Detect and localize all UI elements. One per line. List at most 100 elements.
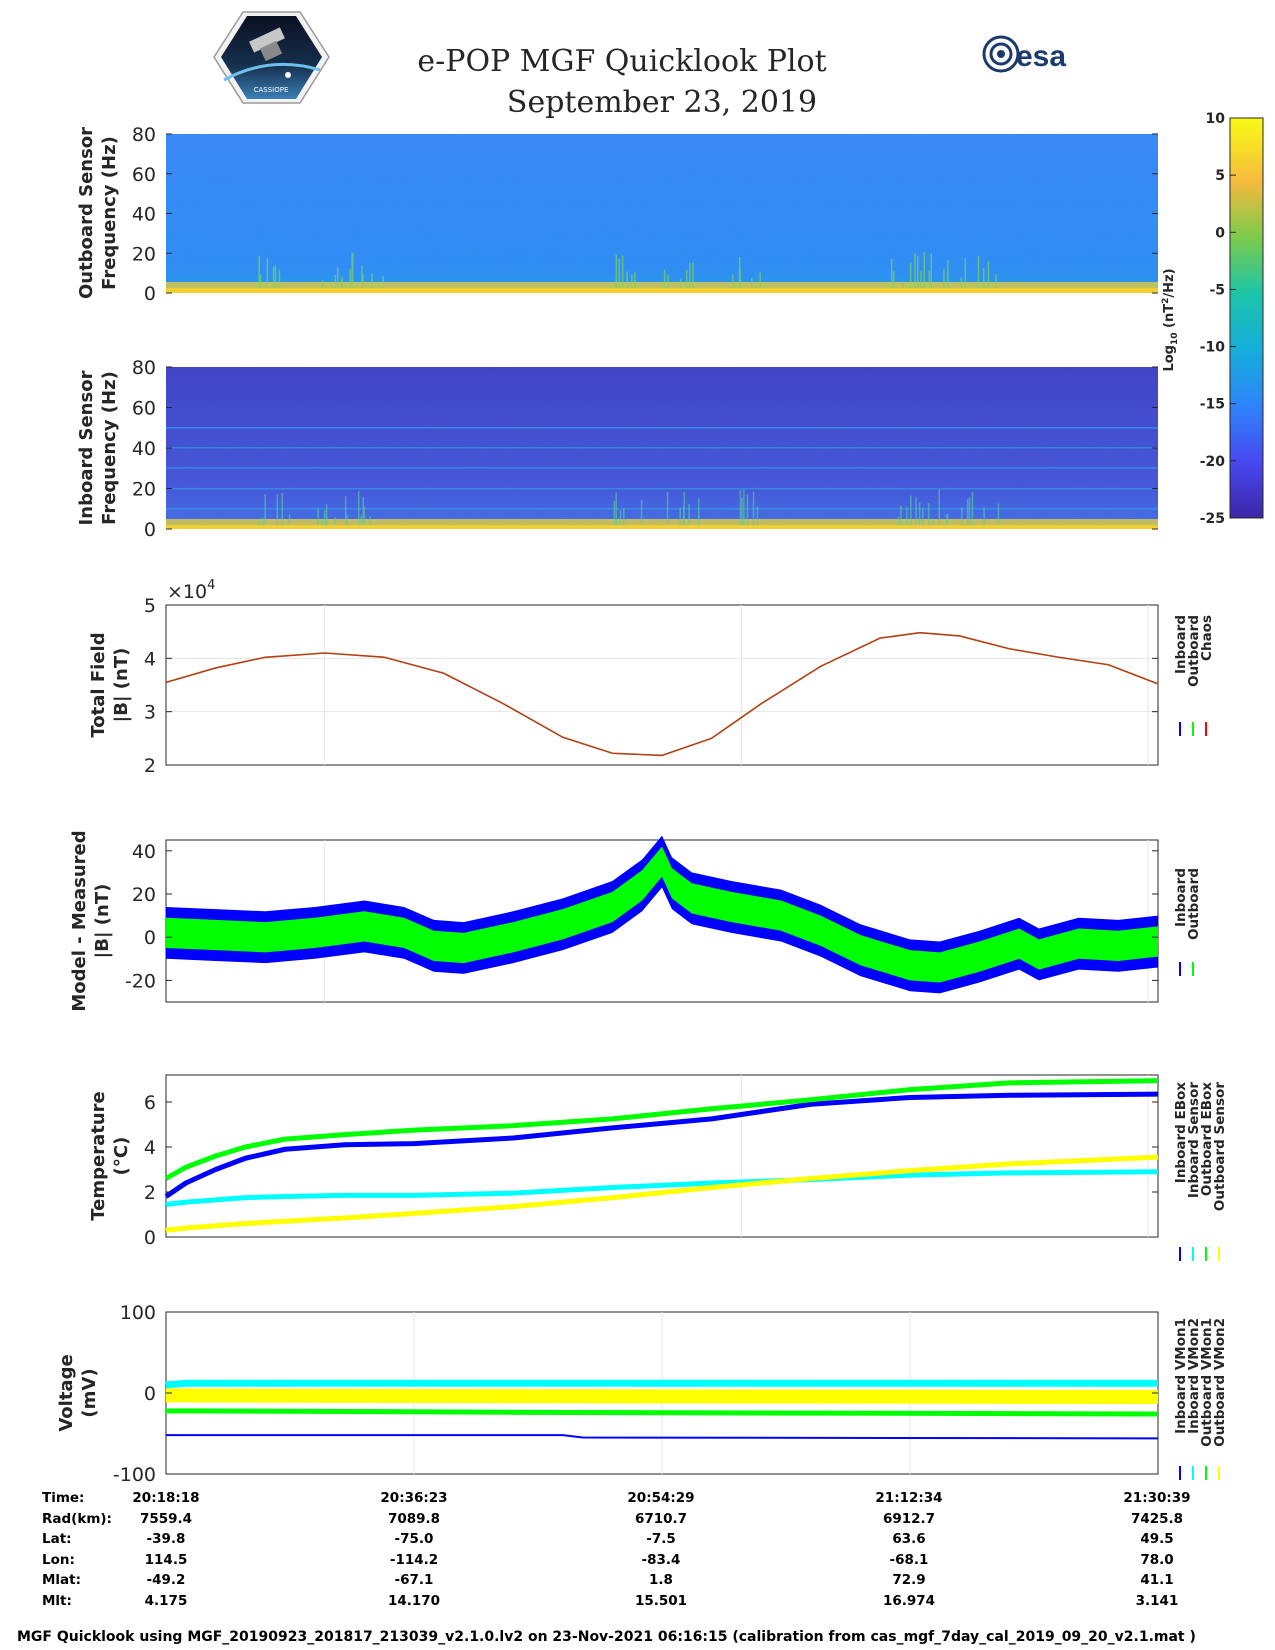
spectral-burst [323, 510, 326, 525]
orbit-cell-rad: 6912.7 [883, 1511, 935, 1527]
inboard-ylabel-line1: Inboard Sensor [76, 370, 97, 525]
orbit-cell-mlt: 14.170 [388, 1593, 440, 1609]
total-field-tick-label: 4 [144, 648, 156, 670]
outboard-ylabel-line2: Frequency (Hz) [99, 136, 120, 290]
orbit-cell-time: 20:18:18 [132, 1490, 199, 1506]
orbit-cell-mlt: 3.141 [1136, 1593, 1179, 1609]
orbit-cell-mlat: 41.1 [1140, 1572, 1173, 1588]
colorbar-tick-label: -10 [1200, 340, 1226, 356]
colorbar-tick-label: 10 [1206, 111, 1226, 127]
temperature-tick-label: 0 [144, 1227, 156, 1249]
voltage-legend-label: Outboard VMon2 [1212, 1318, 1228, 1447]
spectral-burst [667, 275, 669, 288]
orbit-cell-lon: -68.1 [890, 1552, 929, 1568]
spectral-burst [371, 273, 373, 288]
spectral-burst [272, 266, 275, 288]
spectral-burst [334, 274, 337, 288]
spectral-burst [663, 269, 666, 288]
model-tick-label: 0 [144, 927, 156, 949]
voltage-series-line [165, 1379, 1158, 1389]
spectral-burst [666, 492, 669, 525]
orbit-row-label: Time: [42, 1490, 84, 1506]
spectral-burst [341, 277, 343, 288]
spectral-burst [621, 255, 624, 288]
spectral-burst [906, 507, 908, 525]
voltage-ylabel-line2: (mV) [79, 1368, 100, 1417]
total-field-tick-label: 2 [144, 755, 156, 777]
spectral-burst [927, 503, 930, 525]
temperature-ylabel-line2: (°C) [111, 1137, 132, 1176]
model-tick-label: -20 [125, 970, 156, 992]
spectral-burst [363, 506, 366, 525]
spectral-burst [361, 265, 363, 288]
temperature-series-line [165, 1169, 1159, 1207]
total-field-legend-label: Inboard [1173, 615, 1189, 674]
spectral-burst [920, 271, 922, 288]
voltage-series-line [166, 1388, 1159, 1405]
temperature-series-line [165, 1154, 1159, 1233]
colorbar-tick-label: 0 [1215, 225, 1225, 241]
colorbar-tick-label: -20 [1200, 454, 1226, 470]
temperature-tick-label: 4 [144, 1137, 156, 1159]
total-field-tick-label: 3 [144, 702, 156, 724]
colorbar-label: Log10 (nT2/Hz) [1161, 268, 1180, 371]
voltage-tick-label: -100 [113, 1464, 156, 1486]
spectral-burst [739, 489, 742, 525]
temperature-series-line [164, 1091, 1159, 1199]
colorbar-tick-label: -5 [1209, 282, 1225, 298]
outboard-spectrogram: 0 20 40 60 80 Outboard Sensor Frequency (Hz) [76, 124, 1158, 305]
voltage-legend-label: Inboard VMon2 [1186, 1318, 1202, 1434]
spectral-burst [915, 497, 917, 525]
orbit-cell-rad: 7089.8 [388, 1511, 440, 1527]
spectral-burst [928, 270, 930, 288]
orbit-cell-mlat: -67.1 [395, 1572, 434, 1588]
outboard-ylabel-line1: Outboard Sensor [76, 127, 97, 299]
outboard-tick-label: 0 [144, 283, 156, 305]
spectral-burst [746, 494, 749, 525]
spectral-burst [259, 274, 262, 288]
colorbar-tick-label: -25 [1200, 511, 1225, 527]
spectral-burst [317, 508, 319, 525]
orbit-cell-mlt: 16.974 [883, 1593, 935, 1609]
orbit-row-label: Lon: [42, 1552, 75, 1568]
inboard-tick-label: 40 [132, 438, 156, 460]
orbit-cell-rad: 7425.8 [1131, 1511, 1183, 1527]
voltage-ylabel-line1: Voltage [56, 1354, 77, 1431]
plot-date: September 23, 2019 [507, 85, 817, 120]
spectral-burst [325, 504, 328, 525]
spectral-burst [923, 252, 925, 288]
orbit-info-table: Time: Rad(km): Lat: Lon: Mlat: Mlt: 20:18:18 75… [42, 1490, 1191, 1609]
model-tick-label: 40 [132, 841, 156, 863]
inboard-spectrogram: 0 20 40 60 80 Inboard Sensor Frequency (Hz) [76, 357, 1158, 541]
cassiope-logo-text: CASSIOPE [254, 86, 289, 94]
spectral-burst [321, 518, 323, 525]
spectral-burst [634, 272, 636, 288]
spectral-burst [932, 518, 934, 525]
spectral-burst [893, 271, 895, 288]
spectral-burst [615, 492, 617, 525]
total-field-legend-label: Outboard [1186, 615, 1202, 687]
spectral-burst [334, 517, 336, 525]
orbit-cell-time: 20:54:29 [627, 1490, 694, 1506]
voltage-panel: -100 0 100 Voltage (mV) Inboard VMon1Inboa… [56, 1302, 1228, 1486]
spectral-burst [977, 255, 980, 288]
spectral-burst [344, 496, 347, 525]
temperature-tick-label: 2 [144, 1182, 156, 1204]
spectral-burst [756, 506, 759, 525]
spectral-burst [362, 496, 364, 525]
orbit-row-label: Lat: [42, 1531, 72, 1547]
spectral-burst [921, 507, 924, 525]
spectral-burst [751, 278, 753, 288]
orbit-cell-time: 21:30:39 [1123, 1490, 1190, 1506]
total-field-legend-label: Chaos [1199, 615, 1215, 661]
voltage-legend-label: Outboard VMon1 [1199, 1318, 1215, 1447]
spectral-burst [983, 507, 985, 525]
inboard-tick-label: 60 [132, 398, 156, 420]
temperature-panel: 0 2 4 6 Temperature (°C) Inboard EBoxInboar… [88, 1074, 1228, 1261]
voltage-series-line [166, 1434, 1159, 1440]
spectral-burst [615, 516, 618, 525]
temperature-tick-label: 6 [144, 1092, 156, 1114]
spectral-burst [910, 495, 912, 525]
spectral-burst [615, 254, 618, 288]
